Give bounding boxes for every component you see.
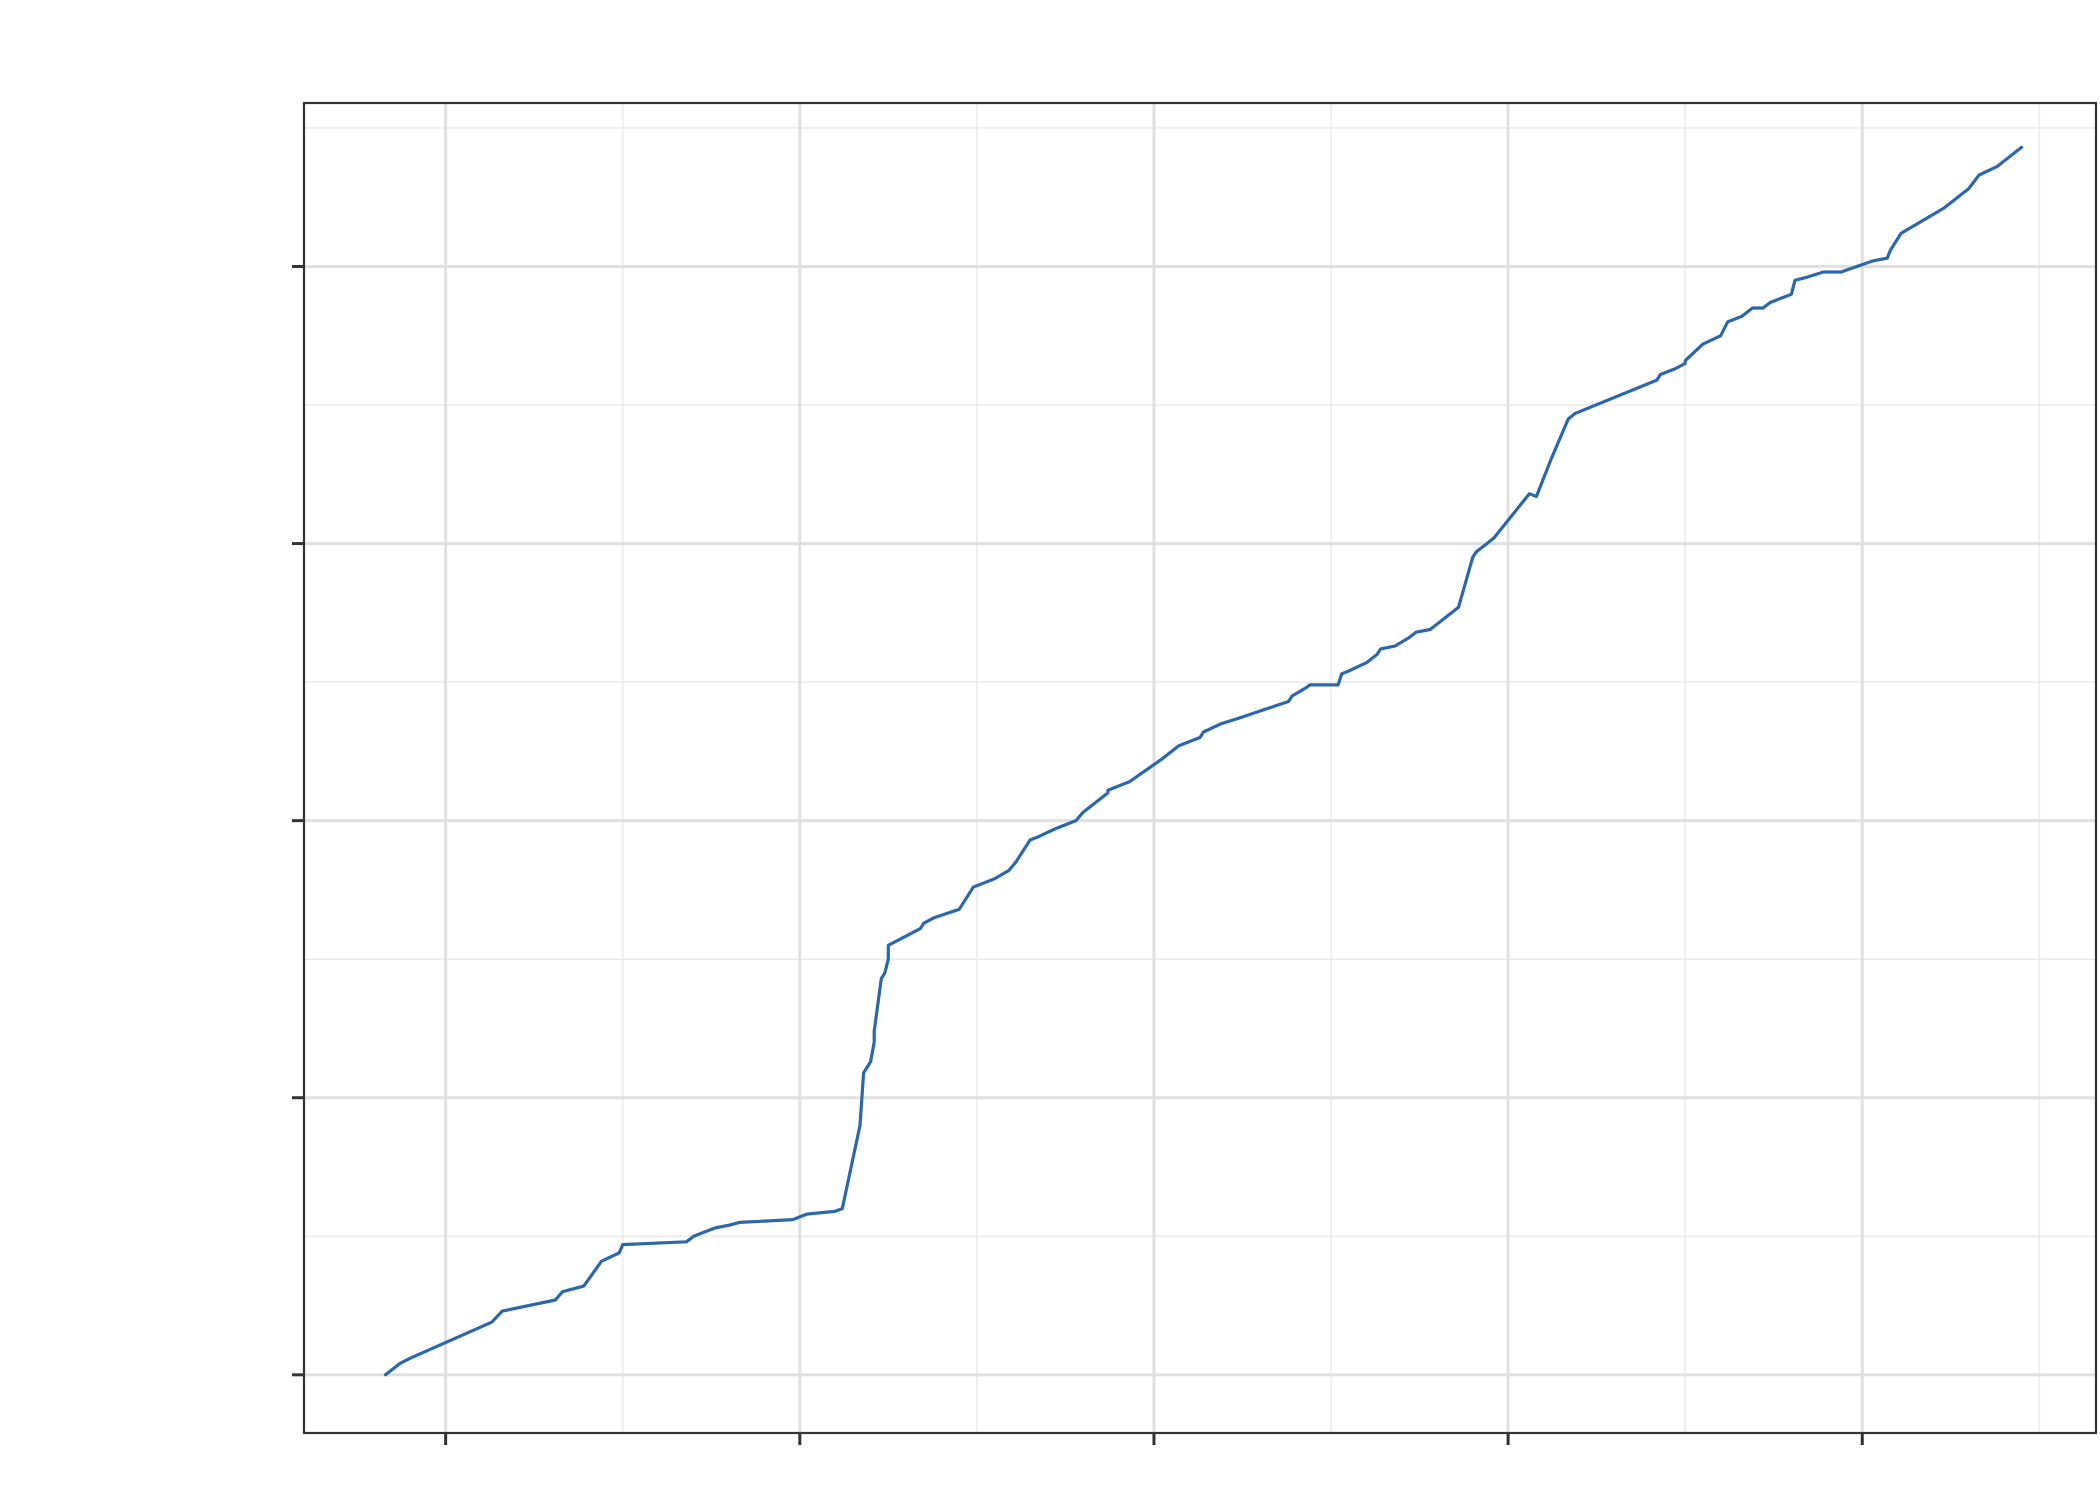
axis-ticks [292,266,1862,1445]
minor-gridlines [304,103,2096,1433]
plot-panel-border [304,103,2096,1433]
series-layer [386,147,2022,1375]
major-gridlines [304,103,2096,1433]
series-line [386,147,2022,1375]
